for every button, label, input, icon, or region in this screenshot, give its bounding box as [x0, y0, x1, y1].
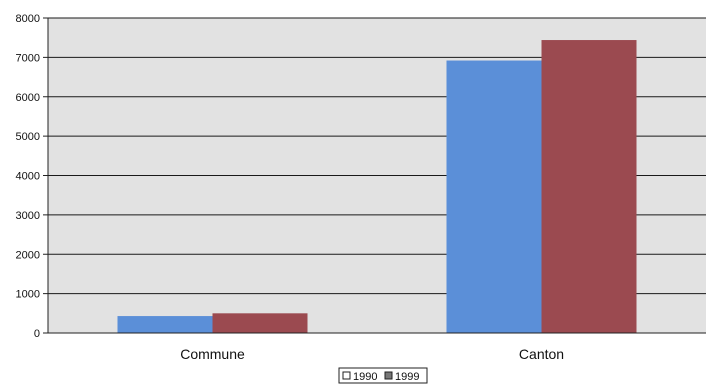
category-label: Commune: [180, 346, 245, 362]
y-tick-label: 3000: [16, 210, 40, 222]
bar-1999-canton: [541, 40, 637, 334]
y-tick-label: 8000: [16, 13, 40, 25]
bars: [117, 40, 637, 334]
bar-1999-commune: [212, 313, 308, 333]
legend-swatch-1990: [342, 371, 351, 380]
y-tick-label: 7000: [16, 52, 40, 64]
legend-label-1990: 1990: [353, 371, 377, 383]
y-tick-label: 1000: [16, 289, 40, 301]
legend-swatch-1999: [384, 371, 393, 380]
category-label: Canton: [519, 346, 564, 362]
legend-label-1999: 1999: [395, 371, 419, 383]
bar-1990-canton: [446, 60, 542, 334]
y-tick-label: 2000: [16, 249, 40, 261]
y-tick-label: 5000: [16, 131, 40, 143]
category-labels: Commune Canton: [180, 346, 564, 362]
legend: 1990 1999: [338, 367, 428, 384]
legend-box: [338, 367, 428, 384]
y-tick-label: 0: [34, 328, 40, 340]
y-tick-label: 4000: [16, 171, 40, 183]
y-tick-label: 6000: [16, 92, 40, 104]
bar-1990-commune: [117, 316, 213, 333]
y-axis-ticks: 0 1000 2000 3000 4000 5000 6000 7000 8000: [16, 13, 48, 340]
